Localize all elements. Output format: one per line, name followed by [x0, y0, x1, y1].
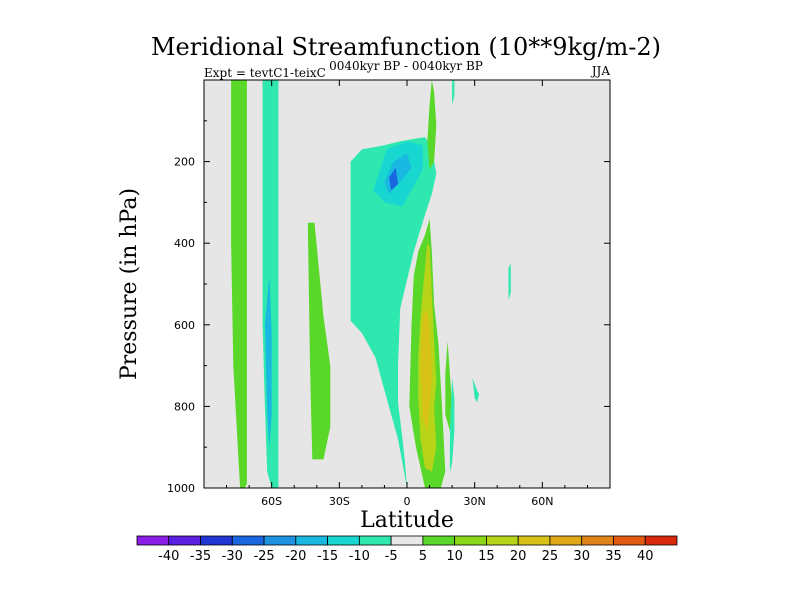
colorbar-swatch-16 — [613, 535, 646, 546]
colorbar-swatch-2 — [168, 535, 201, 546]
contour-region-12 — [427, 80, 437, 170]
colorbar-swatch-1 — [136, 535, 170, 546]
colorbar-label: 30 — [573, 549, 590, 564]
contour-region-1 — [231, 80, 247, 488]
colorbar-swatch-10 — [422, 535, 456, 546]
contour-region-15 — [452, 80, 455, 105]
contour-region-5 — [350, 137, 437, 488]
y-tick-label: 1000 — [167, 482, 195, 495]
period-label: 0040kyr BP - 0040kyr BP — [329, 59, 483, 73]
colorbar: -40 -35 -30 -25 -20 -15 -10 -5 5 10 15 20 25 30 35 40 — [136, 535, 678, 564]
colorbar-label: -15 — [317, 549, 338, 564]
colorbar-swatch-12 — [486, 535, 519, 546]
colorbar-label: 20 — [510, 549, 527, 564]
colorbar-swatch-14 — [549, 535, 583, 546]
experiment-label: Expt = tevtC1-teixC — [204, 66, 326, 80]
colorbar-swatch-9 — [390, 535, 424, 546]
colorbar-label: 5 — [419, 549, 427, 564]
colorbar-label: -5 — [385, 549, 398, 564]
colorbar-swatch-4 — [231, 535, 265, 546]
season-label: JJA — [590, 64, 611, 78]
x-tick-label: 30S — [329, 495, 350, 508]
colorbar-swatch-17 — [644, 535, 678, 546]
colorbar-label: 15 — [478, 549, 495, 564]
colorbar-swatch-11 — [454, 535, 487, 546]
contour-region-11 — [420, 308, 432, 431]
x-tick-label: 0 — [404, 495, 411, 508]
contour-layer — [231, 80, 511, 488]
x-tick-label: 30N — [464, 495, 486, 508]
y-axis-title: Pressure (in hPa) — [117, 188, 142, 380]
colorbar-label: -20 — [285, 549, 306, 564]
y-tick-label: 400 — [174, 237, 195, 250]
contour-region-3 — [264, 275, 272, 448]
tick-layer: 60S 30S 0 30N 60N 200 400 600 800 1000 — [167, 80, 610, 508]
colorbar-label: -25 — [253, 549, 274, 564]
colorbar-swatch-7 — [327, 535, 360, 546]
colorbar-label: -40 — [158, 549, 179, 564]
contour-region-8 — [389, 167, 398, 191]
y-tick-label: 200 — [174, 156, 195, 169]
colorbar-label: 40 — [637, 549, 654, 564]
colorbar-swatch-8 — [358, 535, 392, 546]
x-tick-label: 60N — [531, 495, 553, 508]
colorbar-label: 25 — [542, 549, 559, 564]
colorbar-swatch-13 — [517, 535, 551, 546]
contour-region-17 — [508, 263, 511, 301]
x-axis-title: Latitude — [360, 508, 454, 533]
contour-region-13 — [445, 341, 453, 431]
colorbar-label: -10 — [349, 549, 370, 564]
x-tick-label: 60S — [261, 495, 282, 508]
y-tick-label: 800 — [174, 400, 195, 413]
y-tick-label: 600 — [174, 319, 195, 332]
colorbar-swatch-5 — [263, 535, 297, 546]
contour-region-4 — [307, 222, 331, 460]
colorbar-label: 35 — [605, 549, 622, 564]
colorbar-label: 10 — [446, 549, 463, 564]
colorbar-label: -30 — [222, 549, 243, 564]
contour-region-14 — [449, 377, 455, 472]
colorbar-swatch-6 — [295, 535, 328, 546]
colorbar-label: -35 — [190, 549, 211, 564]
contour-region-16 — [472, 377, 480, 403]
colorbar-swatch-15 — [581, 535, 614, 546]
colorbar-swatch-3 — [200, 535, 233, 546]
chart-title: Meridional Streamfunction (10**9kg/m-2) — [151, 33, 661, 61]
